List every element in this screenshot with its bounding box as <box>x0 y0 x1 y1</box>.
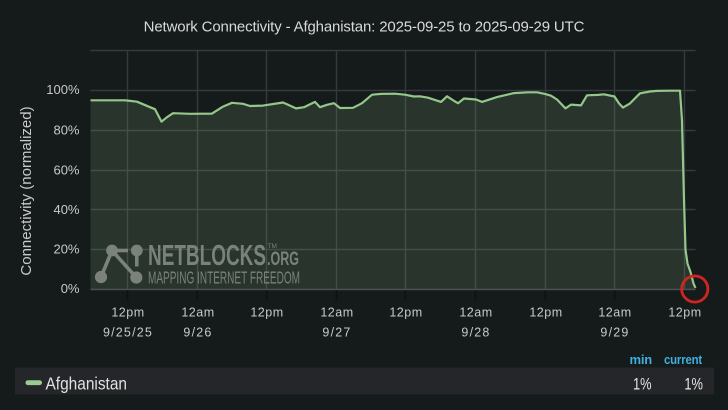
svg-text:12pm: 12pm <box>668 306 701 320</box>
svg-text:.ORG: .ORG <box>267 249 299 270</box>
svg-text:MAPPING INTERNET FREEDOM: MAPPING INTERNET FREEDOM <box>148 268 300 288</box>
svg-text:9/29: 9/29 <box>600 326 629 340</box>
svg-text:20%: 20% <box>53 242 79 257</box>
svg-text:9/26: 9/26 <box>183 326 212 340</box>
svg-text:Afghanistan: Afghanistan <box>46 373 128 393</box>
svg-text:40%: 40% <box>53 202 79 217</box>
svg-text:current: current <box>664 352 703 367</box>
svg-text:12pm: 12pm <box>250 306 283 320</box>
svg-text:12am: 12am <box>181 306 214 320</box>
svg-text:9/28: 9/28 <box>461 326 490 340</box>
svg-text:min: min <box>629 352 652 367</box>
svg-text:60%: 60% <box>53 162 79 177</box>
svg-text:9/25/25: 9/25/25 <box>103 326 153 340</box>
svg-text:12pm: 12pm <box>529 306 562 320</box>
svg-text:0%: 0% <box>61 281 80 296</box>
svg-text:12pm: 12pm <box>389 306 422 320</box>
svg-text:1%: 1% <box>633 374 652 393</box>
svg-text:80%: 80% <box>53 123 79 138</box>
svg-text:12am: 12am <box>459 306 492 320</box>
svg-text:1%: 1% <box>684 374 703 393</box>
svg-text:Connectivity (normalized): Connectivity (normalized) <box>18 106 35 275</box>
svg-text:12pm: 12pm <box>111 306 144 320</box>
svg-text:NETBLOCKS: NETBLOCKS <box>148 240 266 272</box>
svg-text:Network Connectivity - Afghani: Network Connectivity - Afghanistan: 2025… <box>144 19 585 36</box>
svg-text:12am: 12am <box>320 306 353 320</box>
svg-text:100%: 100% <box>46 82 80 97</box>
svg-text:9/27: 9/27 <box>322 326 351 340</box>
svg-text:TM: TM <box>268 243 277 250</box>
svg-text:12am: 12am <box>598 306 631 320</box>
